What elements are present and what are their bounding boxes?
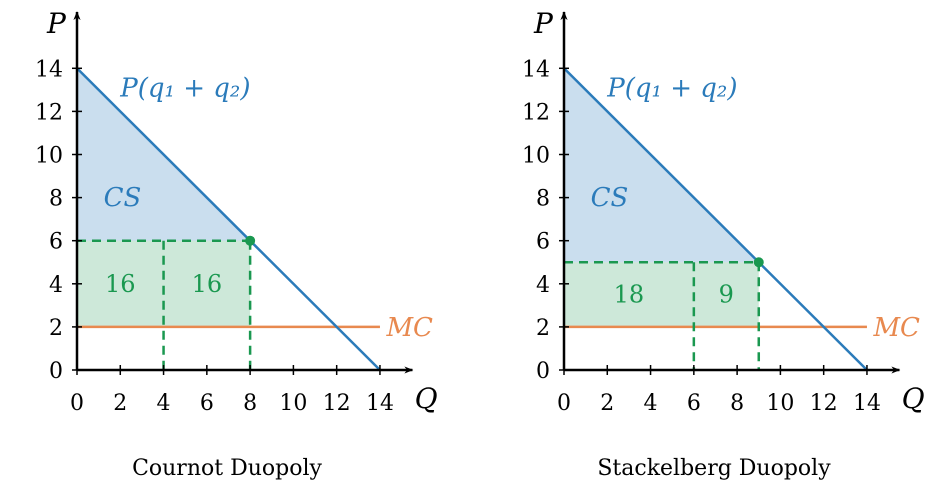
x-tick-label: 4 bbox=[157, 391, 171, 416]
x-tick-label: 8 bbox=[243, 391, 257, 416]
x-tick-label: 6 bbox=[200, 391, 214, 416]
profit-label: 18 bbox=[614, 281, 645, 309]
mc-label: MC bbox=[872, 313, 920, 343]
profit-label: 16 bbox=[105, 270, 136, 298]
chart-title: Stackelberg Duopoly bbox=[597, 456, 831, 481]
y-tick-label: 4 bbox=[536, 273, 550, 298]
demand-label: P(q₁ + q₂) bbox=[606, 73, 737, 103]
chart-panel-1: 0 2 4 6 8 10 12 14 0 2 4 6 8 10 12 14 P Q P(q₁ + q₂) MC CS 18… bbox=[522, 7, 925, 481]
y-tick-label: 10 bbox=[35, 144, 63, 169]
y-tick-label: 14 bbox=[35, 57, 63, 82]
y-tick-label: 6 bbox=[49, 230, 63, 255]
y-axis-label: P bbox=[533, 7, 554, 40]
y-tick-label: 6 bbox=[536, 230, 550, 255]
x-axis-label: Q bbox=[415, 382, 438, 415]
x-tick-label: 4 bbox=[644, 391, 658, 416]
mc-label: MC bbox=[385, 313, 433, 343]
x-tick-label: 2 bbox=[600, 391, 614, 416]
x-tick-label: 0 bbox=[70, 391, 84, 416]
equilibrium-point bbox=[245, 235, 256, 246]
demand-label: P(q₁ + q₂) bbox=[119, 73, 250, 103]
y-tick-label: 8 bbox=[536, 187, 550, 212]
y-tick-label: 0 bbox=[536, 359, 550, 384]
x-tick-label: 14 bbox=[366, 391, 394, 416]
x-tick-label: 10 bbox=[279, 391, 307, 416]
y-tick-label: 12 bbox=[522, 100, 550, 125]
y-axis-label: P bbox=[46, 7, 67, 40]
demand-line bbox=[76, 67, 381, 371]
cs-label: CS bbox=[104, 183, 142, 213]
x-axis-label: Q bbox=[902, 382, 925, 415]
y-tick-label: 2 bbox=[536, 316, 550, 341]
x-tick-label: 12 bbox=[810, 391, 838, 416]
x-tick-label: 10 bbox=[766, 391, 794, 416]
x-tick-label: 12 bbox=[323, 391, 351, 416]
y-tick-label: 4 bbox=[49, 273, 63, 298]
y-tick-label: 12 bbox=[35, 100, 63, 125]
profit-label: 16 bbox=[192, 270, 223, 298]
x-tick-label: 0 bbox=[557, 391, 571, 416]
x-tick-label: 6 bbox=[687, 391, 701, 416]
y-tick-label: 0 bbox=[49, 359, 63, 384]
y-tick-label: 8 bbox=[49, 187, 63, 212]
profit-label: 9 bbox=[719, 281, 734, 309]
y-tick-label: 2 bbox=[49, 316, 63, 341]
x-tick-label: 14 bbox=[853, 391, 881, 416]
y-tick-label: 10 bbox=[522, 144, 550, 169]
equilibrium-point bbox=[753, 257, 764, 268]
profit-area bbox=[77, 240, 251, 327]
x-tick-label: 2 bbox=[113, 391, 127, 416]
x-tick-label: 8 bbox=[730, 391, 744, 416]
y-tick-label: 14 bbox=[522, 57, 550, 82]
cs-label: CS bbox=[591, 183, 629, 213]
profit-area bbox=[564, 262, 759, 327]
demand-line bbox=[563, 67, 868, 371]
chart-panel-0: 0 2 4 6 8 10 12 14 0 2 4 6 8 10 12 14 P Q P(q₁ + q₂) MC CS 16… bbox=[35, 7, 438, 481]
chart-title: Cournot Duopoly bbox=[132, 456, 322, 481]
